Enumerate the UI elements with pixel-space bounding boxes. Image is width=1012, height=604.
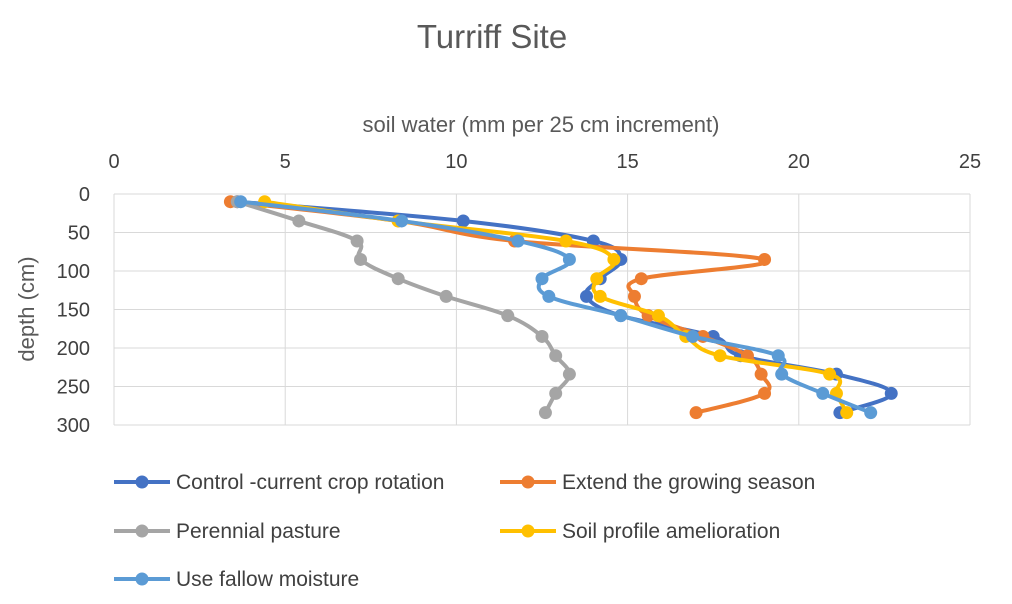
x-tick-label-3: 15 (616, 151, 638, 173)
series-use-fallow-moisture (234, 195, 878, 420)
legend-label: Control -current crop rotation (176, 471, 444, 494)
data-point-extend-the-growing-season-3 (758, 252, 772, 266)
data-point-control-current-crop-rotation-5 (580, 289, 594, 303)
data-point-use-fallow-moisture-9 (775, 367, 789, 381)
x-tick-labels: 0 5 10 15 20 25 (108, 151, 981, 173)
chart-title: Turriff Site (417, 18, 567, 55)
data-point-use-fallow-moisture-1 (395, 214, 409, 228)
data-point-perennial-pasture-10 (549, 386, 563, 400)
data-point-control-current-crop-rotation-10 (884, 386, 898, 400)
legend: Control -current crop rotation Extend the… (114, 471, 815, 591)
data-point-control-current-crop-rotation-1 (456, 214, 470, 228)
legend-label: Perennial pasture (176, 520, 341, 543)
x-tick-label-2: 10 (445, 151, 467, 173)
legend-swatch-marker (135, 572, 149, 586)
data-point-soil-profile-amelioration-8 (713, 349, 727, 363)
legend-swatch-marker (135, 524, 149, 538)
legend-item-soil-profile-amelioration: Soil profile amelioration (500, 520, 780, 543)
gridlines (113, 193, 971, 426)
data-point-extend-the-growing-season-10 (758, 386, 772, 400)
legend-swatch-marker (521, 524, 535, 538)
data-point-perennial-pasture-7 (535, 329, 549, 343)
data-point-soil-profile-amelioration-6 (651, 309, 665, 323)
legend-swatch-marker (135, 475, 149, 489)
x-tick-label-1: 5 (280, 151, 291, 173)
data-point-use-fallow-moisture-11 (864, 406, 878, 420)
y-tick-label-2: 100 (57, 261, 90, 283)
data-point-perennial-pasture-8 (549, 349, 563, 363)
data-point-use-fallow-moisture-5 (542, 289, 556, 303)
legend-item-use-fallow-moisture: Use fallow moisture (114, 568, 359, 591)
data-point-use-fallow-moisture-6 (614, 309, 628, 323)
data-point-perennial-pasture-2 (350, 234, 364, 248)
y-tick-label-1: 50 (68, 223, 90, 245)
legend-item-control-current-crop-rotation: Control -current crop rotation (114, 471, 444, 494)
y-tick-label-0: 0 (79, 184, 90, 206)
series-soil-profile-amelioration (258, 195, 854, 420)
legend-item-extend-the-growing-season: Extend the growing season (500, 471, 815, 494)
y-tick-label-4: 200 (57, 338, 90, 360)
y-tick-label-3: 150 (57, 300, 90, 322)
x-axis-label: soil water (mm per 25 cm increment) (363, 112, 720, 137)
data-point-perennial-pasture-4 (391, 272, 405, 286)
data-point-perennial-pasture-1 (292, 214, 306, 228)
data-point-perennial-pasture-9 (562, 367, 576, 381)
data-point-perennial-pasture-11 (538, 406, 552, 420)
series-layer (223, 195, 898, 420)
data-point-use-fallow-moisture-8 (771, 349, 785, 363)
legend-label: Soil profile amelioration (562, 520, 780, 543)
data-point-soil-profile-amelioration-5 (593, 289, 607, 303)
y-tick-label-5: 250 (57, 377, 90, 399)
data-point-soil-profile-amelioration-11 (840, 406, 854, 420)
data-point-use-fallow-moisture-7 (686, 329, 700, 343)
data-point-soil-profile-amelioration-3 (607, 252, 621, 266)
data-point-soil-profile-amelioration-2 (559, 234, 573, 248)
legend-label: Use fallow moisture (176, 568, 359, 591)
data-point-extend-the-growing-season-5 (627, 289, 641, 303)
y-tick-label-6: 300 (57, 415, 90, 437)
data-point-use-fallow-moisture-0 (234, 195, 248, 209)
legend-label: Extend the growing season (562, 471, 815, 494)
data-point-use-fallow-moisture-10 (816, 386, 830, 400)
y-tick-labels: 0 50 100 150 200 250 300 (57, 184, 90, 437)
data-point-use-fallow-moisture-4 (535, 272, 549, 286)
data-point-perennial-pasture-5 (439, 289, 453, 303)
x-tick-label-5: 25 (959, 151, 981, 173)
data-point-use-fallow-moisture-2 (511, 234, 525, 248)
data-point-use-fallow-moisture-3 (562, 252, 576, 266)
legend-item-perennial-pasture: Perennial pasture (114, 520, 341, 543)
legend-swatch-marker (521, 475, 535, 489)
data-point-extend-the-growing-season-9 (754, 367, 768, 381)
x-tick-label-4: 20 (788, 151, 810, 173)
data-point-soil-profile-amelioration-9 (823, 367, 837, 381)
data-point-soil-profile-amelioration-4 (590, 272, 604, 286)
data-point-extend-the-growing-season-4 (634, 272, 648, 286)
y-axis-label: depth (cm) (14, 256, 39, 361)
data-point-extend-the-growing-season-11 (689, 406, 703, 420)
data-point-perennial-pasture-6 (501, 309, 515, 323)
x-tick-label-0: 0 (108, 151, 119, 173)
data-point-perennial-pasture-3 (354, 252, 368, 266)
